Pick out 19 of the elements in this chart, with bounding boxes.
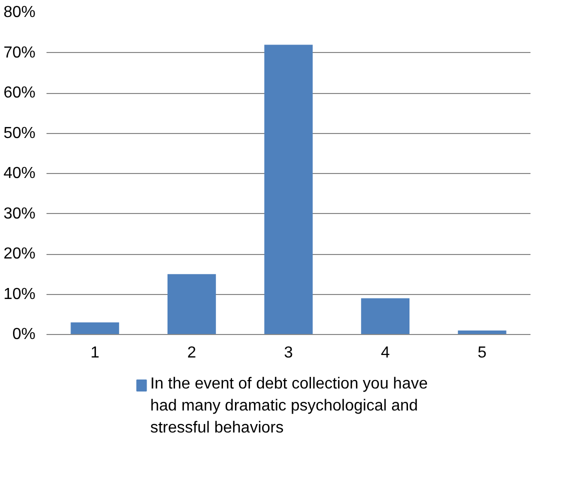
- y-tick-label: 50%: [3, 124, 36, 142]
- x-tick-label: 3: [284, 344, 294, 362]
- y-tick-label: 30%: [3, 205, 36, 222]
- y-tick-label: 60%: [3, 84, 36, 102]
- x-tick-label: 4: [380, 344, 390, 362]
- bar: [361, 298, 410, 334]
- y-tick-label: 10%: [3, 286, 36, 303]
- y-tick-label: 40%: [3, 165, 36, 182]
- x-tick-label: 5: [478, 344, 487, 362]
- y-tick-label: 80%: [3, 4, 36, 21]
- x-tick-label: 2: [187, 344, 196, 362]
- x-tick-label: 1: [90, 344, 100, 362]
- legend-label: In the event of debt collection you have had many dramatic psychological and stressful behaviors: [150, 376, 428, 437]
- y-tick-label: 0%: [12, 326, 36, 343]
- bar: [70, 322, 120, 334]
- y-tick-label: 70%: [3, 44, 36, 62]
- y-tick-label: 20%: [3, 246, 36, 262]
- bar: [168, 274, 216, 334]
- bar: [264, 44, 313, 334]
